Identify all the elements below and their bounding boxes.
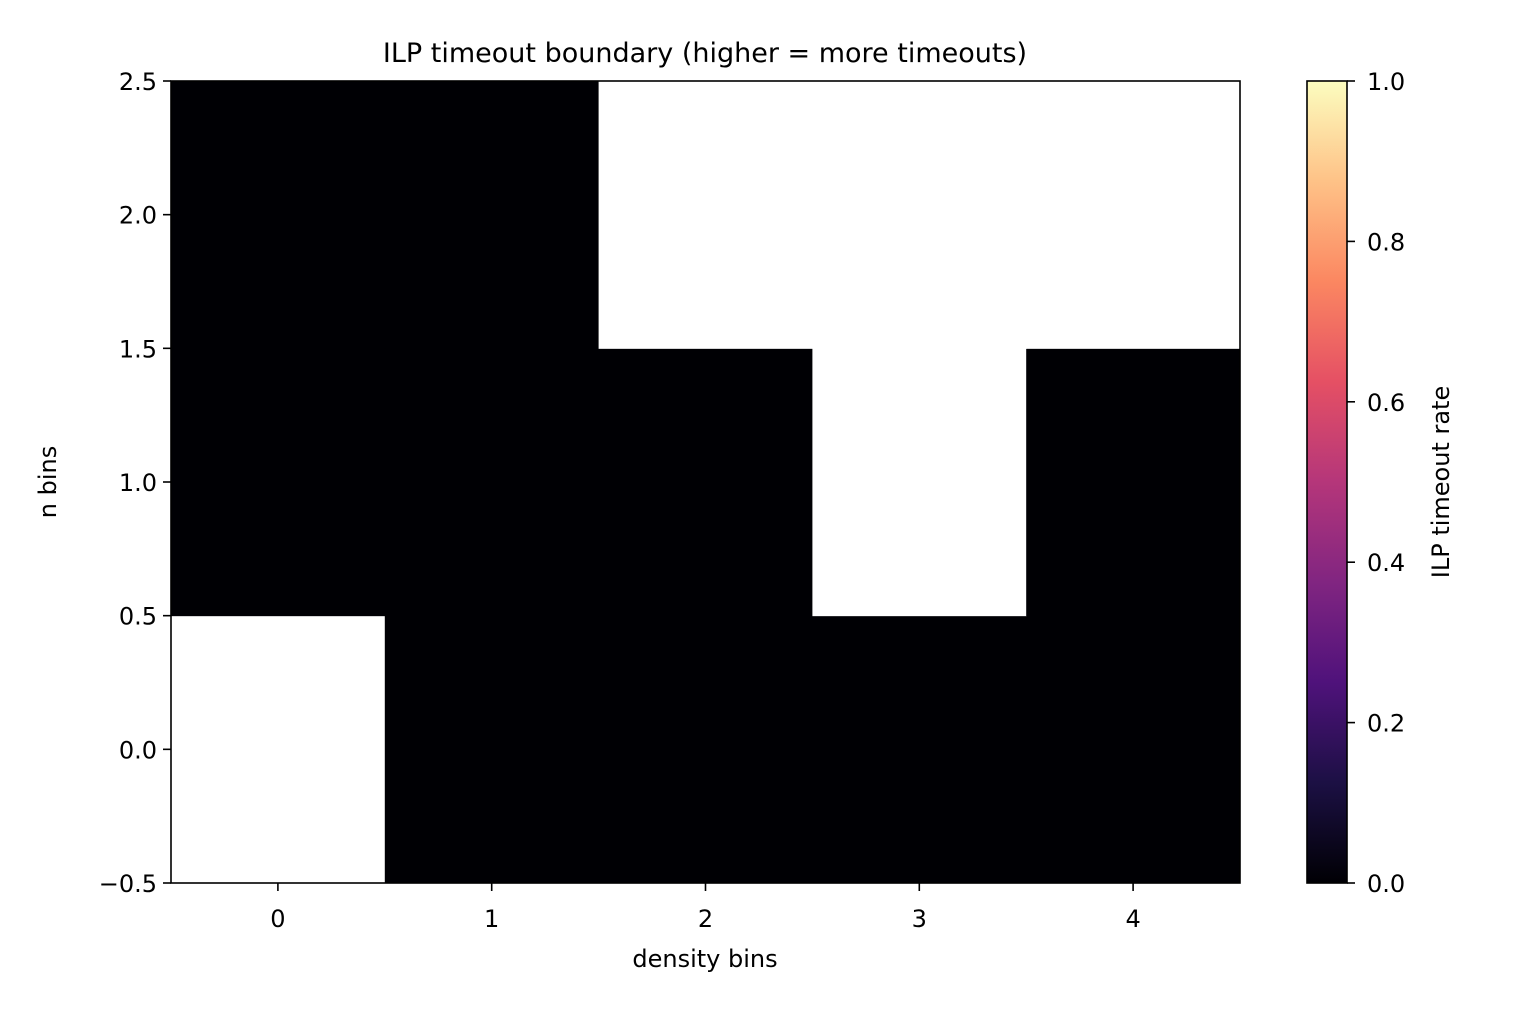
chart-title: ILP timeout boundary (higher = more time… [383,38,1027,69]
y-tick-label: −0.5 [99,870,157,898]
x-tick-label: 2 [698,905,713,933]
x-tick-label: 4 [1125,905,1140,933]
heatmap-cell [171,615,386,884]
heatmap-cell [384,348,600,617]
y-tick-label: 0.5 [119,603,157,631]
heatmap-cell [384,615,600,884]
y-tick-label: 1.5 [119,335,157,363]
colorbar-tick-label: 0.2 [1367,710,1405,738]
x-axis-label: density bins [632,945,777,973]
x-axis-ticks: 0 1 2 3 4 [270,883,1141,933]
colorbar-tick-label: 0.6 [1367,389,1405,417]
heatmap-cell [598,81,813,349]
y-tick-label: 1.0 [119,469,157,497]
colorbar-ticks: 0.0 0.2 0.4 0.6 0.8 1.0 [1347,68,1405,898]
heatmap-cell [1026,81,1241,349]
colorbar-label: ILP timeout rate [1427,386,1455,578]
x-tick-label: 1 [484,905,499,933]
heatmap-cell [384,81,600,349]
heatmap-cell [171,81,386,349]
colorbar-tick-label: 0.0 [1367,870,1405,898]
heatmap-cell [171,348,386,617]
x-tick-label: 3 [912,905,927,933]
heatmap-cell [812,81,1027,349]
heatmap-cells [171,81,1241,884]
y-tick-label: 2.5 [119,68,157,96]
heatmap-cell [812,348,1027,617]
x-tick-label: 0 [270,905,285,933]
heatmap-cell [598,348,813,617]
y-axis-label: n bins [34,446,62,518]
y-tick-label: 2.0 [119,202,157,230]
colorbar-tick-label: 1.0 [1367,68,1405,96]
y-axis-ticks: −0.5 0.0 0.5 1.0 1.5 2.0 2.5 [99,68,171,898]
colorbar [1306,80,1348,884]
heatmap-cell [598,615,813,884]
heatmap-cell [812,615,1027,884]
heatmap-cell [1026,348,1241,617]
colorbar-tick-label: 0.8 [1367,228,1405,256]
heatmap-cell [1026,615,1241,884]
y-tick-label: 0.0 [119,736,157,764]
colorbar-tick-label: 0.4 [1367,549,1405,577]
